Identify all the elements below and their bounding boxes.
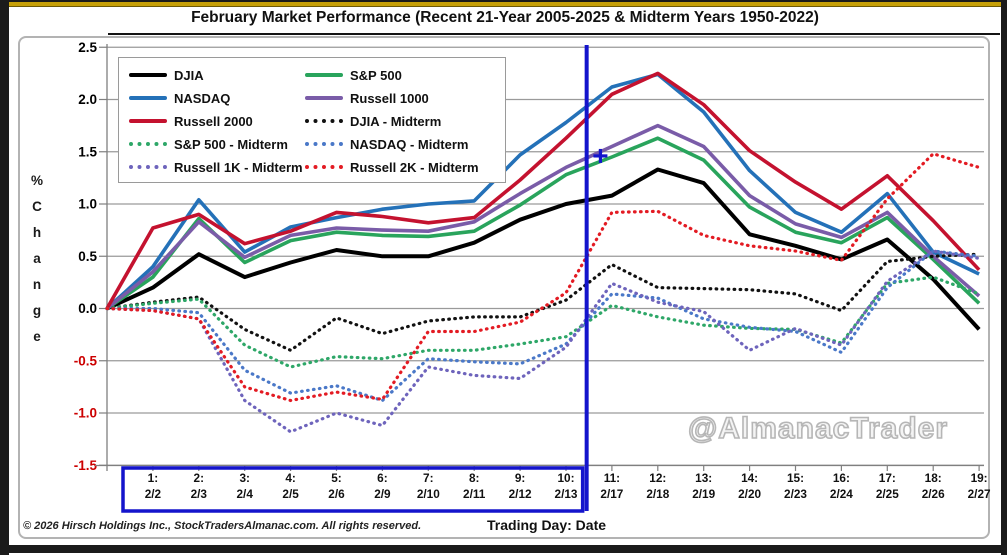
legend-label: DJIA bbox=[174, 67, 204, 83]
legend-swatch-solid-line bbox=[129, 96, 167, 100]
legend-swatch-solid-line bbox=[129, 73, 167, 77]
legend-label: Russell 2000 bbox=[174, 113, 253, 129]
legend-item-russell-2000: Russell 2000 bbox=[129, 111, 305, 131]
chart-title: February Market Performance (Recent 21-Y… bbox=[191, 9, 819, 26]
legend-swatch-dotted-line bbox=[129, 165, 167, 169]
watermark: @AlmanacTrader bbox=[687, 411, 949, 446]
legend-item-nasdaq-midterm: NASDAQ - Midterm bbox=[305, 134, 499, 154]
legend-label: NASDAQ - Midterm bbox=[350, 136, 469, 152]
copyright-text: © 2026 Hirsch Holdings Inc., StockTrader… bbox=[23, 520, 422, 532]
legend-swatch-solid-line bbox=[305, 73, 343, 77]
legend-item-russell-1k-midterm: Russell 1K - Midterm bbox=[129, 157, 305, 177]
frame-bottom-bar bbox=[0, 545, 1007, 553]
frame-left-bar bbox=[0, 0, 9, 555]
x-axis-title: Trading Day: Date bbox=[487, 517, 607, 533]
legend-label: NASDAQ bbox=[174, 90, 231, 106]
legend-swatch-solid-line bbox=[129, 119, 167, 123]
legend-item-s-p-500: S&P 500 bbox=[305, 65, 499, 85]
legend-label: Russell 2K - Midterm bbox=[350, 159, 479, 175]
legend-swatch-dotted-line bbox=[305, 119, 343, 123]
legend-item-s-p-500-midterm: S&P 500 - Midterm bbox=[129, 134, 305, 154]
legend-item-djia: DJIA bbox=[129, 65, 305, 85]
frame-right-bar bbox=[1001, 0, 1007, 555]
legend-label: S&P 500 - Midterm bbox=[174, 136, 288, 152]
legend-item-russell-2k-midterm: Russell 2K - Midterm bbox=[305, 157, 499, 177]
frame-top-gold-bar bbox=[0, 0, 1007, 7]
legend-item-nasdaq: NASDAQ bbox=[129, 88, 305, 108]
legend-swatch-dotted-line bbox=[129, 142, 167, 146]
legend-item-djia-midterm: DJIA - Midterm bbox=[305, 111, 499, 131]
legend-label: Russell 1000 bbox=[350, 90, 429, 106]
legend-box: DJIA S&P 500 NASDAQ Russell 1000 Russell 200… bbox=[118, 57, 506, 183]
legend-item-russell-1000: Russell 1000 bbox=[305, 88, 499, 108]
legend-label: S&P 500 bbox=[350, 67, 402, 83]
legend-label: Russell 1K - Midterm bbox=[174, 159, 303, 175]
legend-swatch-dotted-line bbox=[305, 142, 343, 146]
legend-swatch-solid-line bbox=[305, 96, 343, 100]
y-axis-title: % C h a n g e bbox=[30, 173, 43, 344]
legend-swatch-dotted-line bbox=[305, 165, 343, 169]
legend-label: DJIA - Midterm bbox=[350, 113, 442, 129]
